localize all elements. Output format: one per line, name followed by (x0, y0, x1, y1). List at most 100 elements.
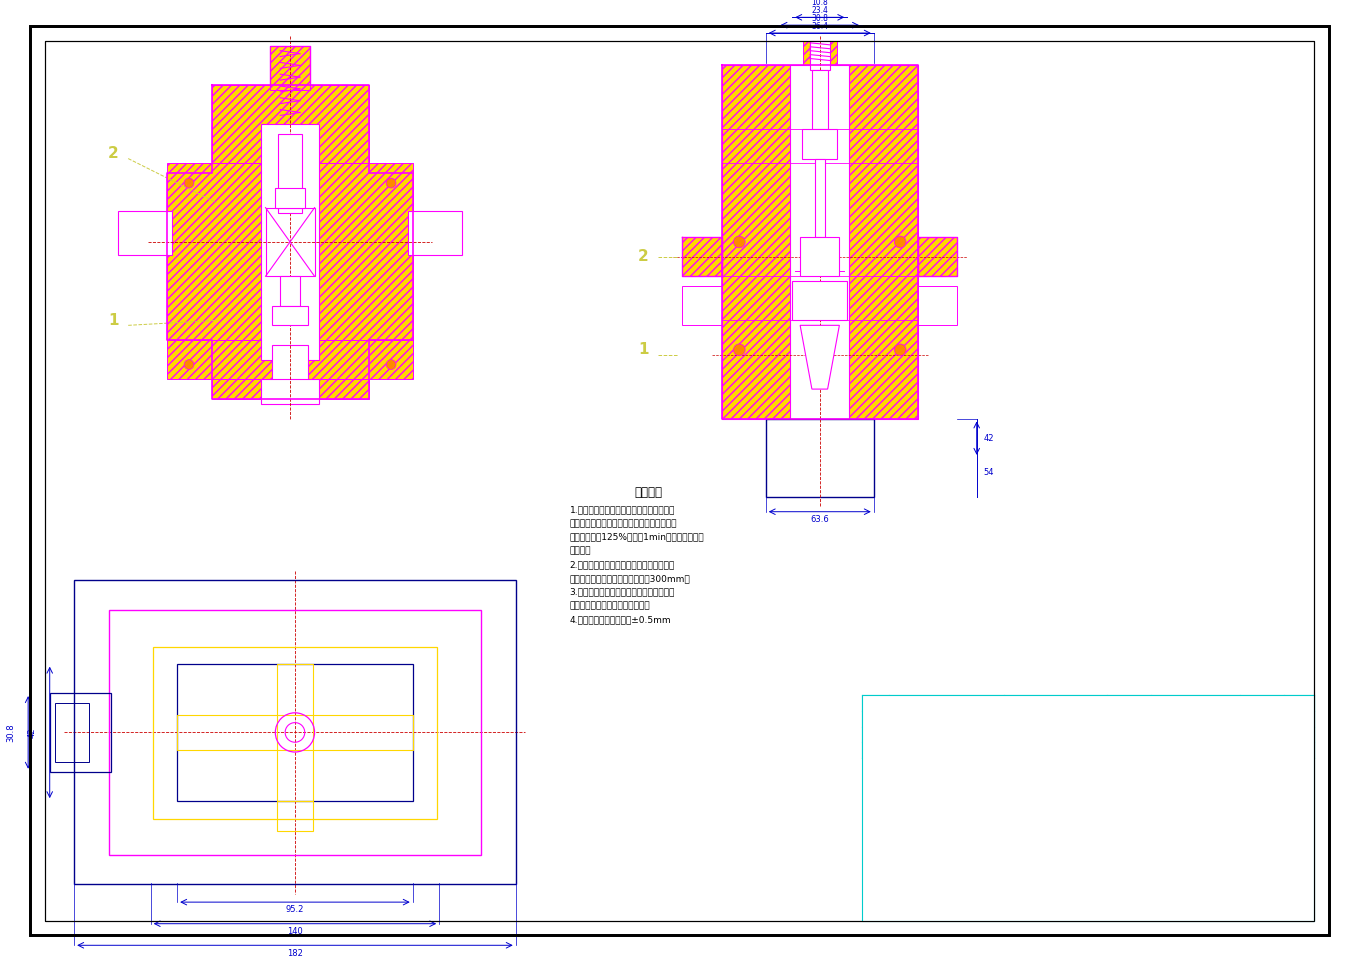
Text: 序
号: 序 号 (873, 743, 877, 757)
Bar (280, 277, 299, 305)
Bar (168, 164, 413, 350)
Text: 例方向阀: 例方向阀 (1158, 867, 1185, 877)
Text: 63.6: 63.6 (811, 515, 829, 524)
Bar (272, 305, 307, 325)
Bar (812, 70, 827, 129)
Text: 批准: 批准 (1074, 876, 1082, 884)
Text: 30.8: 30.8 (5, 723, 15, 742)
Text: 技术要求: 技术要求 (634, 485, 662, 499)
Text: 代          号: 代 号 (930, 746, 961, 753)
Text: 23.4: 23.4 (811, 6, 829, 15)
Text: 1: 1 (108, 313, 119, 328)
Bar (722, 65, 918, 418)
Bar (118, 211, 172, 255)
Bar (275, 188, 305, 208)
Bar (800, 237, 839, 277)
Text: 博世: 博世 (1163, 792, 1178, 805)
Circle shape (894, 344, 906, 356)
Text: 3: 3 (873, 730, 879, 739)
Text: 2: 2 (108, 146, 119, 161)
Text: 2: 2 (1127, 714, 1132, 723)
Bar (918, 286, 957, 325)
Text: GB/T 1868-1993GB: GB/T 1868-1993GB (910, 730, 983, 739)
Text: 标校: 标校 (1074, 811, 1082, 819)
Circle shape (386, 360, 395, 369)
Text: 36.4: 36.4 (811, 22, 829, 31)
Text: 10.8: 10.8 (811, 0, 829, 7)
Text: 2: 2 (873, 714, 879, 723)
Text: 1: 1 (638, 343, 649, 357)
Text: 54: 54 (983, 468, 994, 477)
Text: 作正常；: 作正常； (570, 546, 592, 555)
Bar (918, 237, 957, 277)
Text: 95.2: 95.2 (286, 905, 305, 915)
Text: 名          称: 名 称 (1040, 746, 1071, 753)
Text: 4.未注长度尺寸允许偏差±0.5mm: 4.未注长度尺寸允许偏差±0.5mm (570, 615, 672, 624)
Text: ZZY-003: ZZY-003 (1145, 895, 1196, 904)
Bar (211, 340, 368, 399)
Bar (168, 340, 413, 379)
Bar (272, 345, 307, 399)
Bar (211, 85, 368, 173)
Text: 1: 1 (873, 699, 879, 707)
Bar (791, 65, 849, 418)
Bar (766, 418, 873, 497)
Bar (260, 124, 320, 360)
Text: 控制活塞: 控制活塞 (1045, 699, 1066, 707)
Circle shape (734, 236, 745, 248)
Text: 设计: 设计 (887, 811, 896, 819)
Text: 卸载阀芯: 卸载阀芯 (1045, 730, 1066, 739)
Text: GB/T5782-1986M12: GB/T5782-1986M12 (909, 714, 984, 723)
Text: 1.液压系统中的比例方向阀，其无负荷转量: 1.液压系统中的比例方向阀，其无负荷转量 (570, 505, 676, 514)
Text: 2: 2 (1127, 730, 1132, 739)
Bar (682, 286, 722, 325)
Text: 单件 总计
重量: 单件 总计 重量 (1252, 744, 1270, 756)
Text: 数
量: 数 量 (1127, 743, 1131, 757)
Text: 3.铸件表面上不允许有冲撞、裂纹、缩孔和: 3.铸件表面上不允许有冲撞、裂纹、缩孔和 (570, 588, 676, 596)
Bar (682, 237, 722, 277)
Text: 标准件: 标准件 (1187, 699, 1202, 707)
Text: 42: 42 (27, 727, 37, 738)
Text: 备
注: 备 注 (1296, 743, 1301, 757)
Text: 共 6 张  第 3 张: 共 6 张 第 3 张 (1005, 906, 1044, 913)
Circle shape (386, 178, 395, 188)
Text: 2: 2 (638, 249, 649, 264)
Bar (815, 159, 825, 237)
Bar (792, 281, 848, 321)
Text: 30.8: 30.8 (811, 13, 829, 23)
Text: 单向阀芯: 单向阀芯 (1045, 714, 1066, 723)
Text: 182: 182 (287, 948, 303, 957)
Text: 2.液压泵应尽量安装在油液内，当安装在油: 2.液压泵应尽量安装在油液内，当安装在油 (570, 560, 674, 569)
Text: ZDQ-003: ZDQ-003 (929, 699, 964, 707)
Bar (802, 129, 837, 159)
Text: 2: 2 (1127, 699, 1132, 707)
Text: 材          料: 材 料 (1179, 746, 1210, 753)
Text: 面以上时，其吸油高度一般不超过300mm；: 面以上时，其吸油高度一般不超过300mm； (570, 574, 691, 583)
Text: 标准件: 标准件 (1187, 714, 1202, 723)
Circle shape (184, 360, 194, 369)
Text: 审核: 审核 (887, 843, 896, 852)
Circle shape (184, 178, 194, 188)
Text: 于额定压力的125%）运转1min及冲击负荷下工: 于额定压力的125%）运转1min及冲击负荷下工 (570, 533, 704, 542)
Text: 标记区划分  区域更改  签名 年.月.日: 标记区划分 区域更改 签名 年.月.日 (872, 780, 930, 785)
Bar (54, 703, 89, 762)
Bar (862, 695, 1315, 921)
Bar (408, 211, 462, 255)
Bar (168, 173, 413, 222)
Bar (74, 580, 516, 884)
Circle shape (894, 236, 906, 248)
Text: 1:1: 1:1 (1228, 880, 1242, 889)
Text: 140: 140 (287, 927, 303, 936)
Bar (177, 715, 413, 750)
Bar (271, 46, 310, 90)
Text: 穿透性缺陷及严重的疏松类缺陷；: 穿透性缺陷及严重的疏松类缺陷； (570, 601, 650, 611)
Bar (177, 664, 413, 801)
Text: 42: 42 (983, 434, 994, 443)
Circle shape (734, 344, 745, 356)
Bar (278, 801, 313, 831)
Bar (108, 610, 481, 855)
Bar (50, 693, 111, 771)
Text: 工艺: 工艺 (887, 876, 896, 884)
Text: 标准件: 标准件 (1187, 730, 1202, 739)
Bar (260, 379, 320, 404)
